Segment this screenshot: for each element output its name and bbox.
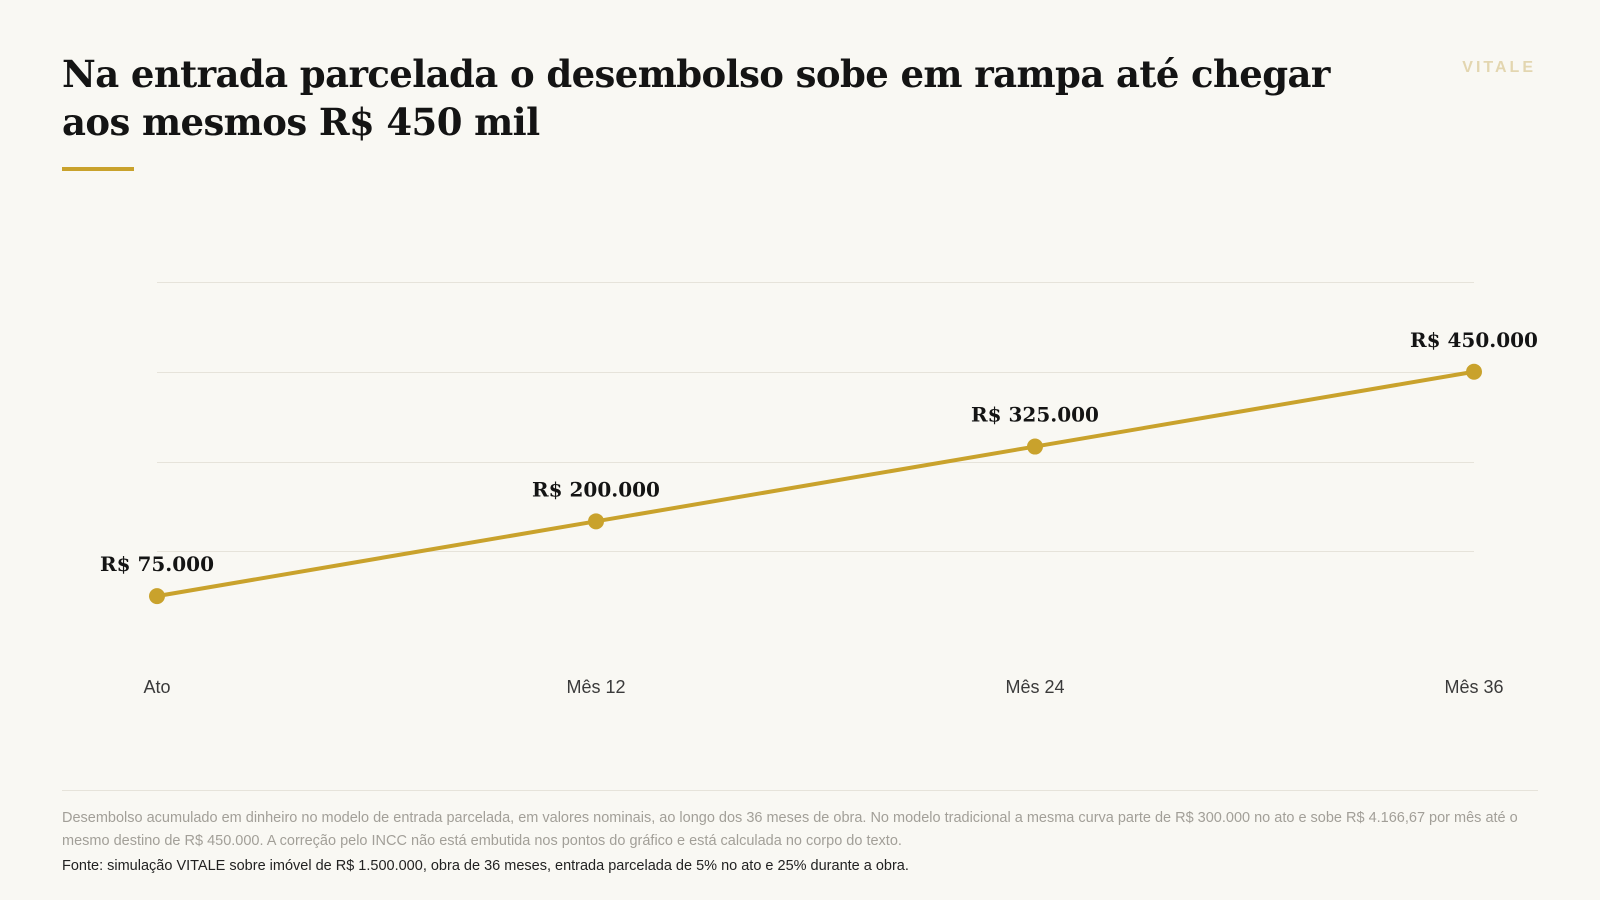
- data-point: [149, 588, 165, 605]
- chart-title: Na entrada parcelada o desembolso sobe e…: [62, 52, 1330, 144]
- chart-source: Fonte: simulação VITALE sobre imóvel de …: [62, 858, 909, 874]
- brand-logo: VITALE: [1462, 59, 1536, 76]
- grid-lines: [157, 282, 1474, 552]
- data-labels: R$ 75.000 R$ 200.000 R$ 325.000 R$ 450.000: [100, 328, 1538, 576]
- x-axis-tick-labels: Ato Mês 12 Mês 24 Mês 36: [143, 677, 1503, 697]
- data-label: R$ 200.000: [532, 477, 660, 501]
- title-underline: [62, 167, 134, 171]
- series-line: [155, 369, 1476, 599]
- chart-note: Desembolso acumulado em dinheiro no mode…: [62, 810, 1518, 849]
- x-tick-label: Mês 24: [1005, 677, 1064, 697]
- data-label: R$ 75.000: [100, 552, 214, 576]
- x-tick-label: Ato: [143, 677, 170, 697]
- data-points: [149, 363, 1482, 605]
- series-line-group: [155, 369, 1476, 599]
- data-label: R$ 450.000: [1410, 328, 1538, 352]
- data-point: [1027, 438, 1043, 455]
- footer-divider: [62, 790, 1538, 791]
- data-point: [588, 513, 604, 530]
- x-tick-label: Mês 36: [1444, 677, 1503, 697]
- data-label: R$ 325.000: [971, 403, 1099, 427]
- data-point: [1466, 363, 1482, 380]
- x-tick-label: Mês 12: [566, 677, 625, 697]
